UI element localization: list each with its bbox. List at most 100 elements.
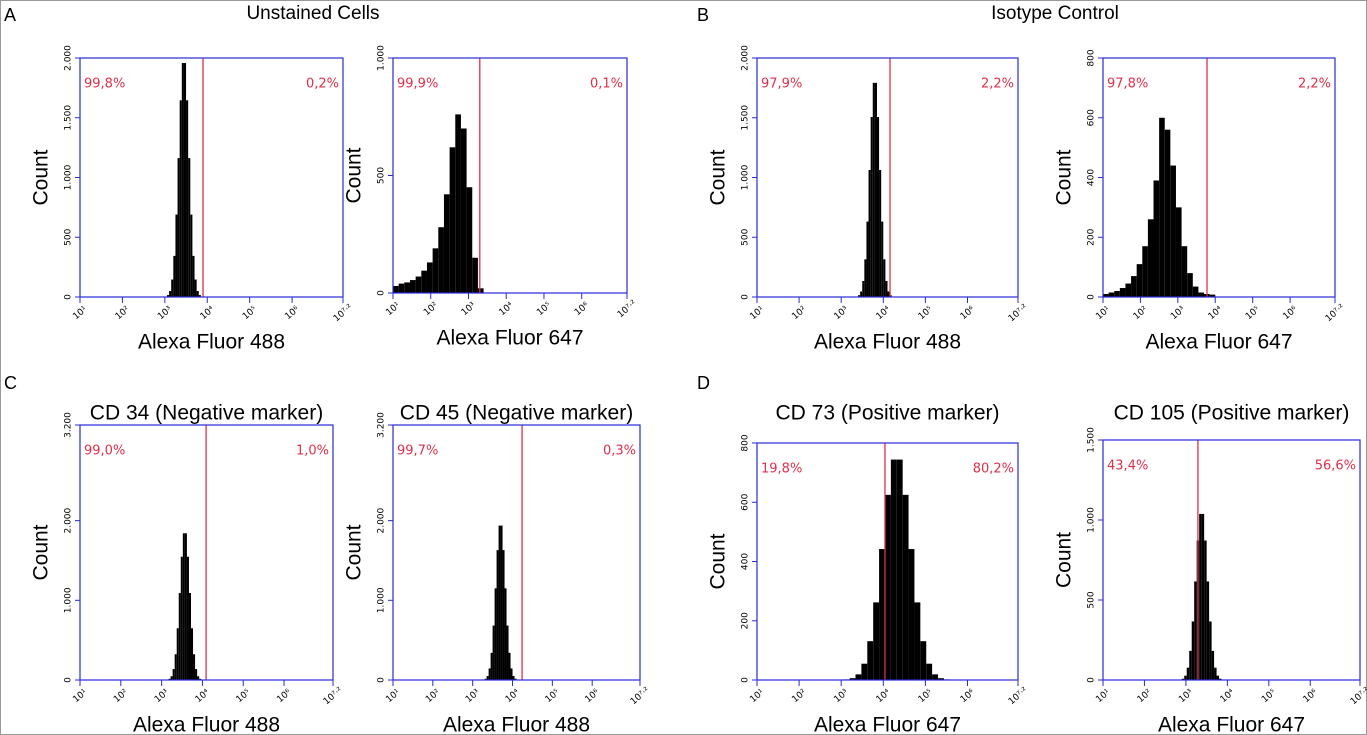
panel-label: C (4, 373, 17, 393)
histogram-bar (404, 282, 410, 293)
histogram-bar (1103, 294, 1109, 297)
histogram-bar (438, 227, 444, 293)
y-tick-label: 2.000 (64, 45, 74, 71)
histogram-bar (432, 248, 439, 293)
histogram-bar (920, 641, 927, 680)
histogram-bar (883, 259, 886, 297)
histogram-bar (177, 158, 180, 297)
histogram-bar (1209, 621, 1212, 680)
y-tick-label: 500 (1087, 591, 1097, 608)
histogram-bar (874, 82, 877, 297)
histogram-bar (1147, 219, 1154, 297)
y-tick-label: 0 (377, 677, 387, 683)
histogram-bar (490, 652, 493, 680)
chart-title: CD 45 (Negative marker) (400, 402, 633, 425)
y-tick-label: 500 (741, 228, 751, 245)
gate-label: 80,2% (973, 462, 1014, 477)
histogram-bar (1170, 165, 1176, 297)
histogram-bar (514, 678, 517, 680)
chart-title: CD 73 (Positive marker) (775, 402, 999, 425)
histogram-bar (862, 280, 865, 297)
histogram-bar (486, 676, 489, 680)
x-axis-label: Alexa Fluor 488 (443, 714, 590, 735)
gate-label: 19,8% (761, 462, 802, 477)
histogram-bar (455, 114, 461, 294)
gate-label: 2,2% (1298, 77, 1331, 92)
histogram-bar (494, 588, 497, 680)
histogram-bar (1125, 283, 1132, 297)
histogram-bar (449, 147, 456, 293)
histogram-bar (1201, 513, 1205, 680)
histogram-bar (1175, 207, 1182, 297)
histogram-bar (466, 187, 473, 293)
histogram-bar (186, 100, 189, 297)
histogram-bar (1186, 667, 1190, 680)
histogram-bar (171, 279, 174, 297)
histogram-bar (393, 285, 399, 293)
histogram-bar (1214, 667, 1217, 680)
histogram-bar (484, 678, 487, 680)
histogram-bar (1164, 129, 1171, 297)
histogram-bar (1184, 675, 1187, 680)
histogram-bar (186, 556, 189, 680)
y-tick-label: 1.000 (377, 587, 387, 613)
histogram-bar (1153, 180, 1160, 297)
histogram-bar (1194, 581, 1197, 680)
histogram-bar (1219, 678, 1222, 680)
plot-frame (392, 424, 641, 681)
histogram-bar (175, 214, 178, 297)
histogram-bar (179, 100, 182, 297)
y-tick-label: 0 (1087, 677, 1097, 683)
y-tick-label: 1.000 (741, 164, 751, 190)
y-axis-label: Count (1053, 149, 1076, 205)
panel-label: A (4, 5, 16, 25)
histogram-bar (472, 257, 478, 293)
gate-label: 99,7% (397, 444, 438, 459)
histogram-bar (1198, 292, 1205, 297)
histogram-bar (409, 280, 416, 293)
y-tick-label: 1.000 (64, 164, 74, 190)
histogram-bar (198, 295, 201, 297)
histogram-bar (864, 259, 867, 297)
histogram-bar (1216, 675, 1220, 680)
histogram-bar (421, 270, 427, 293)
y-tick-label: 1.500 (1087, 427, 1097, 453)
y-tick-label: 3.200 (377, 412, 387, 438)
histogram-bar (398, 283, 405, 293)
x-axis-label: Alexa Fluor 647 (1145, 331, 1292, 354)
histogram-bar (1159, 117, 1165, 297)
histogram-bar (1199, 513, 1202, 680)
gate-label: 1,0% (296, 444, 329, 459)
y-tick-label: 200 (741, 612, 751, 629)
histogram-bar (173, 255, 176, 297)
histogram-bar (172, 669, 175, 680)
histogram-bar (1119, 288, 1126, 297)
histogram-bar (876, 117, 880, 298)
histogram-bar (896, 459, 903, 680)
histogram-bar (887, 291, 890, 297)
histogram-bar (178, 592, 181, 680)
histogram-bar (188, 592, 191, 680)
gate-label: 97,8% (1107, 77, 1148, 92)
histogram-bar (1189, 650, 1192, 680)
histogram-bar (195, 669, 198, 680)
histogram-bar (1142, 246, 1148, 297)
histogram-bar (879, 549, 885, 680)
gate-label: 0,3% (603, 444, 636, 459)
y-tick-label: 400 (741, 553, 751, 570)
histogram-bar (504, 588, 507, 680)
histogram-bar (1181, 246, 1188, 297)
histogram-bar (914, 602, 921, 680)
y-tick-label: 600 (741, 493, 751, 510)
x-axis-label: Alexa Fluor 647 (1158, 714, 1305, 735)
histogram-bar (1206, 581, 1210, 680)
histogram-bar (170, 676, 173, 680)
histogram-bar (855, 674, 862, 680)
histogram-bar (500, 525, 503, 680)
y-axis-label: Count (707, 149, 730, 205)
histogram-bar (488, 668, 491, 680)
histogram-bar (508, 652, 511, 680)
histogram-bar (861, 663, 868, 680)
